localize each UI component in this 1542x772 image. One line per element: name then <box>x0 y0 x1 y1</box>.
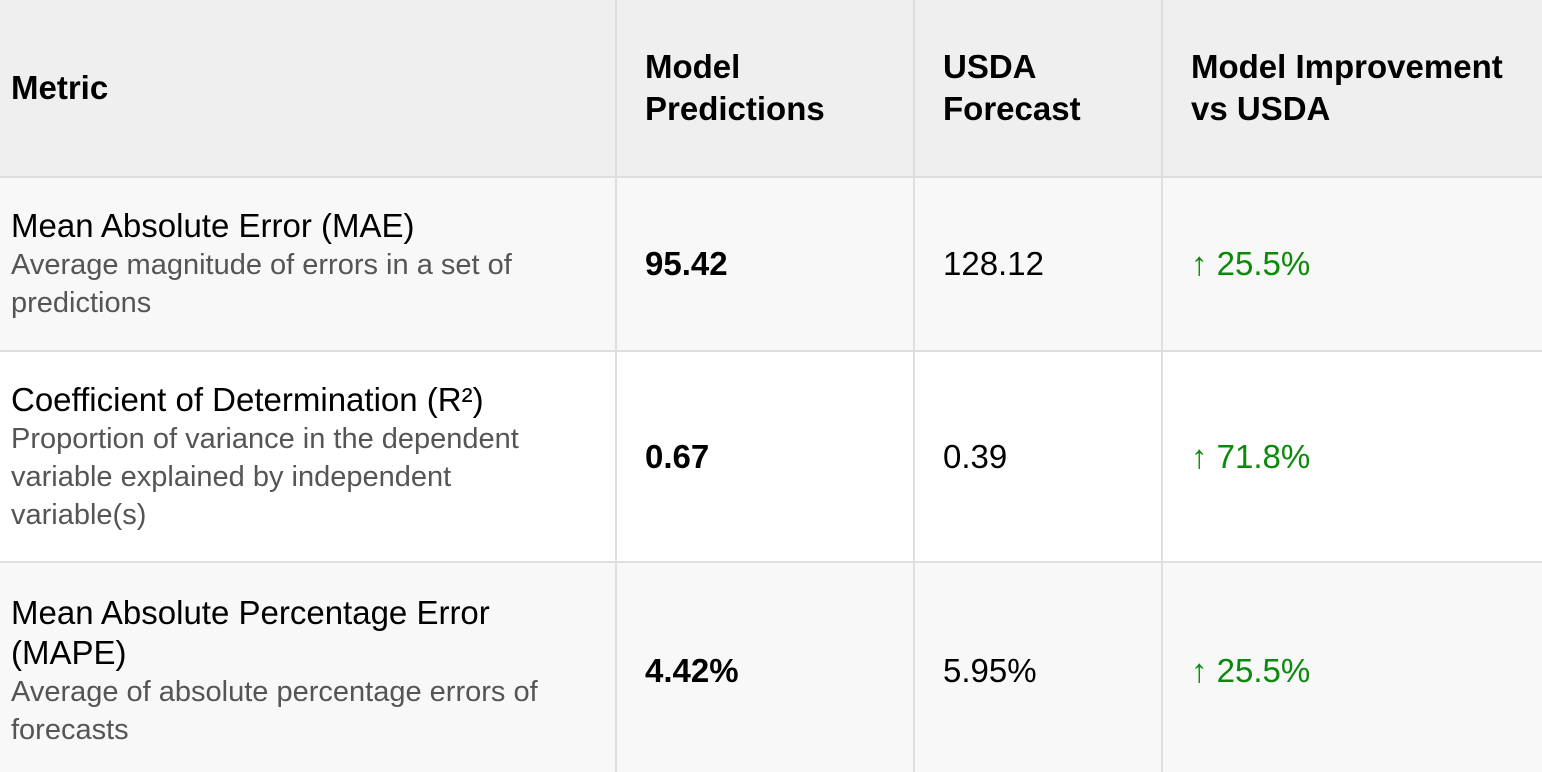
metric-description: Average magnitude of errors in a set of … <box>11 249 512 319</box>
improvement-value: ↑ 25.5% <box>1161 176 1542 352</box>
usda-value: 128.12 <box>913 176 1163 352</box>
row: Mean Absolute Percentage Error (MAPE) Ave… <box>0 561 1542 772</box>
improvement-value: ↑ 71.8% <box>1161 350 1542 563</box>
header-cell: Metric <box>0 0 617 178</box>
usda-value: 0.39 <box>913 350 1163 563</box>
metric-name: Mean Absolute Error (MAE) <box>11 207 415 244</box>
improvement-value: ↑ 25.5% <box>1161 561 1542 772</box>
metric-cell: Mean Absolute Percentage Error (MAPE) Ave… <box>0 561 617 772</box>
row: Coefficient of Determination (R²) Proport… <box>0 350 1542 563</box>
header-cell: USDA Forecast <box>913 0 1163 178</box>
usda-value: 5.95% <box>913 561 1163 772</box>
metric-name: Coefficient of Determination (R²) <box>11 380 484 418</box>
header-cell: Model Predictions <box>615 0 915 178</box>
model-value: 4.42% <box>615 561 915 772</box>
model-value: 0.67 <box>615 350 915 563</box>
metric-cell: Coefficient of Determination (R²) Proport… <box>0 350 617 563</box>
metric-name: Mean Absolute Percentage Error (MAPE) <box>11 594 490 671</box>
metric-cell: Mean Absolute Error (MAE) Average magnitu… <box>0 176 617 352</box>
header-cell: Model Improvement vs USDA <box>1161 0 1542 178</box>
model-value: 95.42 <box>615 176 915 352</box>
row: Mean Absolute Error (MAE) Average magnitu… <box>0 176 1542 352</box>
metric-description: Average of absolute percentage errors of… <box>11 676 538 746</box>
header-row: Metric Model Predictions USDA Forecast M… <box>0 0 1542 178</box>
metric-description: Proportion of variance in the dependent … <box>11 422 519 531</box>
